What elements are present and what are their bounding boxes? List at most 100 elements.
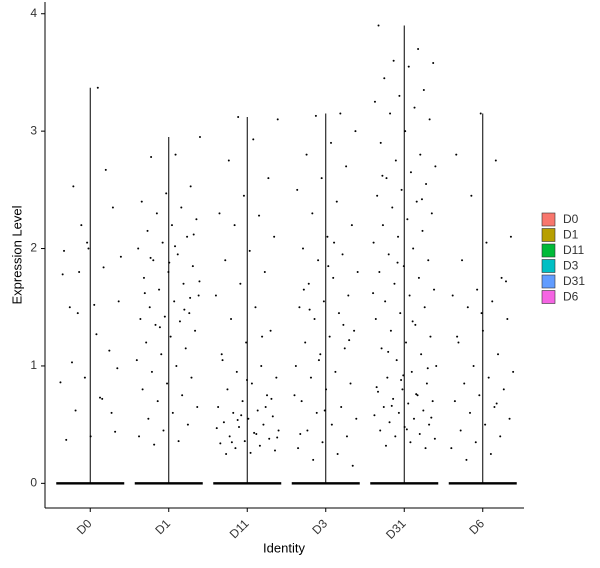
point bbox=[301, 247, 304, 250]
point bbox=[469, 411, 472, 414]
point bbox=[227, 159, 230, 162]
point bbox=[189, 185, 192, 188]
zero-points bbox=[213, 482, 282, 485]
y-tick-label: 1 bbox=[30, 358, 37, 372]
point bbox=[165, 192, 168, 195]
point bbox=[320, 177, 323, 180]
point bbox=[183, 308, 186, 311]
point bbox=[180, 206, 183, 209]
point bbox=[315, 411, 318, 414]
point bbox=[249, 451, 252, 454]
point bbox=[417, 47, 420, 50]
point bbox=[116, 367, 119, 370]
point bbox=[385, 177, 388, 180]
point bbox=[420, 198, 423, 201]
point bbox=[399, 312, 402, 315]
point bbox=[155, 212, 158, 215]
point bbox=[141, 388, 144, 391]
zero-points bbox=[56, 482, 125, 485]
point bbox=[234, 447, 237, 450]
point bbox=[407, 402, 410, 405]
point bbox=[305, 153, 308, 156]
point bbox=[198, 280, 201, 283]
point bbox=[349, 382, 352, 385]
point bbox=[78, 271, 81, 274]
point bbox=[372, 241, 375, 244]
point bbox=[394, 435, 397, 438]
point bbox=[241, 400, 244, 403]
x-axis-title: Identity bbox=[263, 540, 305, 555]
point bbox=[461, 259, 464, 262]
point bbox=[293, 394, 296, 397]
point bbox=[93, 303, 96, 306]
point bbox=[427, 259, 430, 262]
y-axis-title: Expression Level bbox=[9, 205, 24, 304]
point bbox=[396, 261, 399, 264]
point bbox=[258, 214, 261, 217]
point bbox=[137, 247, 140, 250]
point bbox=[326, 235, 329, 238]
point bbox=[304, 341, 307, 344]
point bbox=[395, 359, 398, 362]
point bbox=[405, 341, 408, 344]
y-tick-label: 3 bbox=[30, 123, 37, 137]
point bbox=[506, 317, 509, 320]
point bbox=[99, 396, 102, 399]
point bbox=[182, 282, 185, 285]
point bbox=[398, 94, 401, 97]
point bbox=[429, 335, 432, 338]
point bbox=[197, 294, 200, 297]
point bbox=[294, 364, 297, 367]
point bbox=[409, 171, 412, 174]
point bbox=[147, 417, 150, 420]
point bbox=[87, 247, 90, 250]
point bbox=[275, 376, 278, 379]
point bbox=[261, 335, 264, 338]
point bbox=[171, 411, 174, 414]
point bbox=[416, 394, 419, 397]
point bbox=[74, 409, 77, 412]
point bbox=[380, 347, 383, 350]
point bbox=[484, 423, 487, 426]
point bbox=[61, 273, 64, 276]
point bbox=[247, 417, 250, 420]
point bbox=[140, 200, 143, 203]
point bbox=[478, 394, 481, 397]
point bbox=[298, 306, 301, 309]
point bbox=[481, 329, 484, 332]
point bbox=[353, 329, 356, 332]
point bbox=[491, 300, 494, 303]
point bbox=[402, 265, 405, 268]
point bbox=[299, 433, 302, 436]
point bbox=[108, 349, 111, 352]
point bbox=[470, 194, 473, 197]
point bbox=[512, 370, 515, 373]
point bbox=[414, 323, 417, 326]
point bbox=[256, 409, 259, 412]
point bbox=[406, 218, 409, 221]
point bbox=[264, 406, 267, 409]
point bbox=[270, 397, 273, 400]
point bbox=[373, 100, 376, 103]
point bbox=[415, 200, 418, 203]
point bbox=[423, 306, 426, 309]
point bbox=[167, 271, 170, 274]
point bbox=[397, 235, 400, 238]
point bbox=[419, 153, 422, 156]
point bbox=[240, 414, 243, 417]
point bbox=[327, 265, 330, 268]
point bbox=[504, 280, 507, 283]
point bbox=[417, 276, 420, 279]
point bbox=[425, 182, 428, 185]
legend-label: D1 bbox=[563, 228, 579, 242]
point bbox=[389, 329, 392, 332]
point bbox=[334, 370, 337, 373]
point bbox=[181, 394, 184, 397]
point bbox=[194, 329, 197, 332]
point bbox=[412, 417, 415, 420]
point bbox=[330, 423, 333, 426]
legend-label: D3 bbox=[563, 259, 579, 273]
point bbox=[276, 118, 279, 121]
point bbox=[72, 185, 75, 188]
